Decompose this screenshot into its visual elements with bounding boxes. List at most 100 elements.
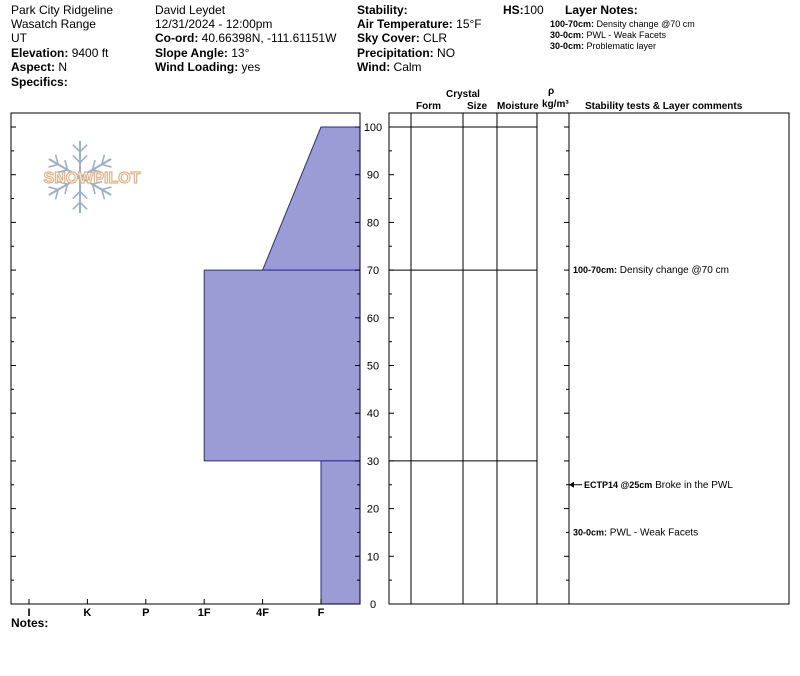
x-tick-label: 4F — [256, 607, 269, 619]
layer-note: 30-0cm: PWL - Weak Facets — [550, 30, 666, 41]
snowflake-branch — [92, 180, 103, 185]
air-temp-value: 15°F — [452, 17, 482, 31]
snowflake-branch — [101, 186, 112, 191]
snowflake-branch — [72, 154, 81, 164]
snowflake-branch — [64, 159, 69, 171]
snowflake-branch — [72, 144, 81, 153]
layer-note-range: 30-0cm: — [550, 30, 585, 40]
snowflake-branch — [91, 183, 96, 195]
snowflake-branch — [54, 189, 59, 200]
y-tick-label: 20 — [367, 504, 379, 516]
y-tick-label: 10 — [367, 551, 379, 563]
specifics-label: Specifics: — [11, 75, 68, 89]
layer-note: 30-0cm: Problematic layer — [550, 41, 656, 52]
y-tick-label: 70 — [367, 265, 379, 277]
sky-row: Sky Cover: CLR — [357, 31, 447, 45]
y-tick-label: 90 — [367, 170, 379, 182]
coord-row: Co-ord: 40.66398N, -111.61151W — [155, 31, 336, 45]
size-header: Size — [467, 101, 488, 112]
snowflake-branch — [57, 169, 68, 174]
aspect-label: Aspect: — [11, 60, 56, 74]
snowflake-branch — [101, 154, 106, 165]
x-tick-label: I — [27, 607, 30, 619]
snowflake-branch — [91, 159, 96, 171]
precip-row: Precipitation: NO — [357, 46, 455, 60]
elevation-label: Elevation: — [11, 46, 69, 60]
stability-label: Stability: — [357, 3, 408, 17]
layer-comment-text: Broke in the PWL — [652, 480, 733, 491]
air-temp-row: Air Temperature: 15°F — [357, 17, 482, 31]
snowflake-branch — [48, 186, 59, 191]
location-name: Park City Ridgeline — [11, 3, 114, 17]
arrow-head-icon — [569, 481, 574, 488]
layer-note-range: 30-0cm: — [550, 41, 585, 51]
y-tick-label: 30 — [367, 456, 379, 468]
logo-text: SNOWPILOT — [44, 170, 141, 187]
layer-comment-text: Density change @70 cm — [617, 265, 729, 276]
snowflake-branch — [48, 163, 59, 168]
snowflake-arm — [79, 176, 112, 196]
hardness-layer-0 — [261, 126, 361, 271]
snowpilot-logo: SNOWPILOT — [43, 141, 141, 213]
snowflake-arm — [79, 158, 112, 178]
layer-notes-label: Layer Notes: — [565, 3, 638, 17]
precip-value: NO — [433, 46, 456, 60]
snowflake-branch — [79, 190, 88, 200]
form-header: Form — [416, 101, 441, 112]
layer-note-text: PWL - Weak Facets — [584, 30, 667, 40]
hs-row: HS:100 — [503, 3, 544, 17]
precip-label: Precipitation: — [357, 46, 434, 60]
coord-value: 40.66398N, -111.61151W — [198, 31, 337, 45]
elevation-row: Elevation: 9400 ft — [11, 46, 108, 60]
layer-comment-range: ECTP14 @25cm — [584, 480, 652, 490]
layer-note-text: Density change @70 cm — [594, 19, 695, 29]
layer-note-range: 100-70cm: — [550, 19, 595, 29]
sky-label: Sky Cover: — [357, 31, 420, 45]
coord-label: Co-ord: — [155, 31, 199, 45]
y-tick-label: 40 — [367, 408, 379, 420]
snowflake-branch — [72, 190, 81, 200]
layer-comment-range: 30-0cm: — [573, 527, 607, 537]
y-tick-label: 80 — [367, 217, 379, 229]
wind-label: Wind: — [357, 60, 391, 74]
hardness-layer-2 — [320, 460, 361, 605]
elevation-value: 9400 ft — [68, 46, 109, 60]
layer-comment-text: PWL - Weak Facets — [607, 527, 698, 538]
layer-table-frame — [388, 112, 790, 605]
wind-loading-row: Wind Loading: yes — [155, 60, 260, 74]
wind-value: Calm — [390, 60, 422, 74]
snowflake-branch — [54, 154, 59, 165]
layer-note-text: Problematic layer — [584, 41, 657, 51]
hardness-chart-frame — [10, 112, 361, 605]
observation-datetime: 12/31/2024 - 12:00pm — [155, 17, 273, 31]
notes-label: Notes: — [11, 616, 49, 630]
state-name: UT — [11, 31, 27, 45]
layer-note: 100-70cm: Density change @70 cm — [550, 19, 695, 30]
observer-name: David Leydet — [155, 3, 226, 17]
snowflake-branch — [101, 163, 112, 168]
x-tick-label: P — [142, 607, 149, 619]
range-name: Wasatch Range — [11, 17, 96, 31]
y-tick-label: 60 — [367, 313, 379, 325]
y-tick-label: 100 — [364, 122, 382, 134]
density-header: kg/m³ — [542, 99, 569, 110]
wind-loading-label: Wind Loading: — [155, 60, 239, 74]
hs-label: HS: — [503, 3, 524, 17]
layer-comment: 100-70cm: Density change @70 cm — [573, 265, 729, 276]
snowflake-icon — [48, 141, 112, 213]
snowflake-arm — [48, 176, 81, 196]
aspect-value: N — [55, 60, 68, 74]
layer-comment: ECTP14 @25cm Broke in the PWL — [584, 480, 733, 491]
aspect-row: Aspect: N — [11, 60, 67, 74]
x-tick-label: K — [83, 607, 91, 619]
x-tick-label: F — [318, 607, 325, 619]
hardness-layer-1 — [203, 269, 361, 462]
snowflake-branch — [101, 189, 106, 200]
wind-row: Wind: Calm — [357, 60, 422, 74]
snowflake-branch — [92, 169, 103, 174]
snowflake-branch — [79, 144, 88, 153]
moisture-header: Moisture — [497, 101, 539, 112]
snowflake-branch — [64, 183, 69, 195]
slope-value: 13° — [227, 46, 250, 60]
